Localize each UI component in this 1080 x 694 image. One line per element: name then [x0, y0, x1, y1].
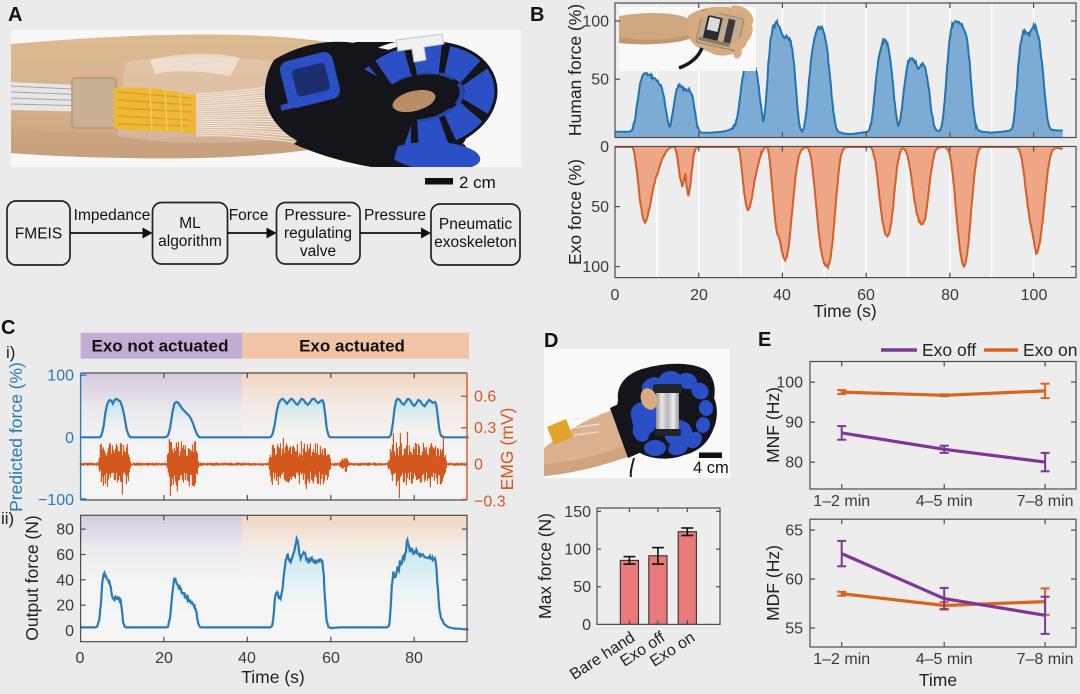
- svg-text:80: 80: [405, 650, 423, 667]
- svg-text:0: 0: [65, 623, 74, 640]
- svg-text:7–8 min: 7–8 min: [1017, 493, 1074, 510]
- svg-text:i): i): [6, 343, 15, 362]
- svg-text:A: A: [8, 4, 22, 26]
- svg-text:50: 50: [591, 199, 609, 216]
- svg-text:Time (s): Time (s): [813, 301, 877, 321]
- svg-text:0.3: 0.3: [474, 420, 496, 437]
- svg-text:Output force (N): Output force (N): [22, 515, 42, 640]
- svg-text:B: B: [530, 4, 544, 26]
- svg-text:1–2 min: 1–2 min: [813, 651, 870, 668]
- svg-text:80: 80: [941, 287, 959, 304]
- svg-text:100: 100: [582, 259, 609, 276]
- svg-text:MDF (Hz): MDF (Hz): [763, 545, 783, 621]
- svg-text:60: 60: [785, 572, 803, 589]
- svg-text:MNF (Hz): MNF (Hz): [763, 387, 783, 463]
- svg-text:80: 80: [56, 522, 74, 539]
- svg-text:2 cm: 2 cm: [459, 173, 496, 192]
- svg-text:100: 100: [1021, 287, 1048, 304]
- svg-text:40: 40: [56, 572, 74, 589]
- svg-text:100: 100: [47, 368, 74, 385]
- svg-text:Time (s): Time (s): [241, 667, 305, 687]
- svg-text:100: 100: [564, 542, 591, 559]
- svg-text:Human force (%): Human force (%): [565, 4, 585, 136]
- svg-text:C: C: [1, 317, 15, 339]
- svg-text:80: 80: [785, 455, 803, 472]
- svg-text:Max force (N): Max force (N): [535, 513, 555, 619]
- svg-text:Pressure-: Pressure-: [284, 207, 351, 224]
- svg-text:7–8 min: 7–8 min: [1017, 651, 1074, 668]
- svg-text:4 cm: 4 cm: [693, 459, 729, 477]
- svg-text:50: 50: [573, 579, 591, 596]
- svg-text:90: 90: [785, 415, 803, 432]
- svg-text:60: 60: [56, 547, 74, 564]
- svg-text:EMG (mV): EMG (mV): [497, 408, 517, 491]
- svg-text:Time: Time: [919, 670, 957, 690]
- svg-text:0: 0: [611, 287, 620, 304]
- svg-text:0: 0: [600, 139, 609, 156]
- svg-text:0.6: 0.6: [474, 389, 496, 406]
- svg-text:0: 0: [474, 457, 483, 474]
- svg-text:Impedance: Impedance: [74, 207, 151, 224]
- svg-text:40: 40: [238, 650, 256, 667]
- svg-text:regulating: regulating: [284, 225, 352, 242]
- svg-text:0: 0: [65, 430, 74, 447]
- svg-text:0: 0: [582, 617, 591, 634]
- svg-text:E: E: [758, 329, 771, 351]
- svg-text:60: 60: [322, 650, 340, 667]
- svg-text:algorithm: algorithm: [158, 233, 222, 250]
- svg-text:valve: valve: [300, 243, 336, 260]
- svg-text:FMEIS: FMEIS: [15, 226, 62, 243]
- svg-text:−0.3: −0.3: [474, 494, 506, 511]
- svg-text:20: 20: [56, 598, 74, 615]
- svg-text:ML: ML: [179, 215, 201, 232]
- svg-text:55: 55: [785, 621, 803, 638]
- svg-text:100: 100: [776, 375, 803, 392]
- svg-text:60: 60: [857, 287, 875, 304]
- svg-text:50: 50: [591, 72, 609, 89]
- svg-text:100: 100: [582, 14, 609, 31]
- svg-text:65: 65: [785, 523, 803, 540]
- svg-text:Exo not actuated: Exo not actuated: [92, 337, 229, 356]
- svg-text:Predicted force (%): Predicted force (%): [6, 362, 26, 512]
- svg-text:Exo off: Exo off: [922, 340, 976, 360]
- svg-text:Pressure: Pressure: [364, 207, 426, 224]
- svg-text:D: D: [544, 330, 558, 352]
- svg-text:−100: −100: [38, 492, 74, 509]
- svg-text:4–5 min: 4–5 min: [916, 651, 973, 668]
- svg-text:20: 20: [155, 650, 173, 667]
- svg-text:Force: Force: [229, 207, 269, 224]
- svg-text:150: 150: [564, 504, 591, 521]
- svg-text:0: 0: [76, 650, 85, 667]
- svg-text:20: 20: [690, 287, 708, 304]
- svg-text:Pneumatic: Pneumatic: [439, 216, 512, 233]
- svg-text:ii): ii): [1, 509, 14, 528]
- svg-text:Exo force (%): Exo force (%): [565, 159, 585, 265]
- svg-text:Exo on: Exo on: [1023, 340, 1077, 360]
- svg-text:4–5 min: 4–5 min: [916, 493, 973, 510]
- svg-text:exoskeleton: exoskeleton: [434, 234, 517, 251]
- svg-text:Exo actuated: Exo actuated: [299, 337, 405, 356]
- svg-text:40: 40: [773, 287, 791, 304]
- svg-text:1–2 min: 1–2 min: [813, 493, 870, 510]
